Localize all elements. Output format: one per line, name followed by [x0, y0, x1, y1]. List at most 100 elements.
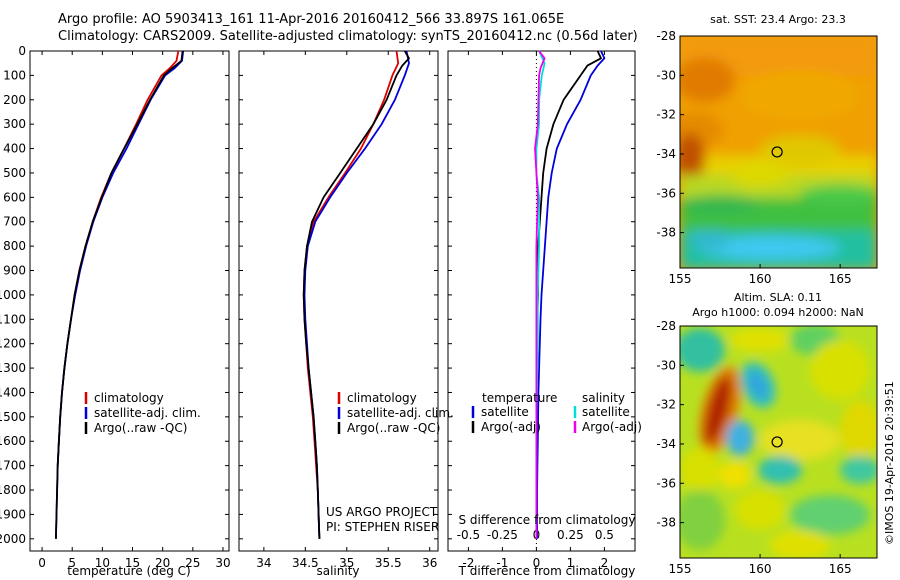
sla-map-subtitle: Argo h1000: 0.094 h2000: NaN: [692, 306, 864, 319]
sst-map-axes: 155 160 165 -28 -30 -32 -34 -36 -38: [656, 29, 851, 286]
x-tick-label: 1: [567, 556, 575, 570]
s-tick-label: -0.5: [457, 528, 480, 542]
sla-map-title: Altim. SLA: 0.11: [734, 291, 822, 304]
depth-tick-label: 2000: [0, 532, 26, 546]
map-y-tick-label: -36: [656, 476, 676, 490]
x-tick-label: 35.5: [375, 556, 402, 570]
depth-tick-label: 1200: [0, 337, 26, 351]
sst-map: [680, 36, 877, 268]
t-difference-axis-label: T difference from climatology: [458, 564, 636, 578]
legend-argo: Argo(..raw -QC): [94, 421, 187, 435]
x-tick-label: 2: [601, 556, 609, 570]
map-y-tick-label: -30: [656, 68, 676, 82]
argo-location-marker: [771, 436, 783, 448]
salinity-legend: climatology satellite-adj. clim. Argo(..…: [326, 391, 454, 534]
x-tick-label: 0: [38, 556, 46, 570]
legend-satellite-adj: satellite-adj. clim.: [94, 406, 201, 420]
x-tick-label: 35: [339, 556, 354, 570]
series-line-climatology: [302, 50, 400, 539]
map-y-tick-label: -38: [656, 516, 676, 530]
series-line-argo-raw-qc: [55, 50, 184, 539]
salinity-axis-label: salinity: [316, 564, 359, 578]
series-line-argo-raw-qc: [302, 50, 410, 539]
map-x-tick-label: 165: [829, 272, 852, 286]
x-tick-label: 30: [215, 556, 230, 570]
x-tick-label: 15: [125, 556, 140, 570]
legend-satellite-adj: satellite-adj. clim.: [347, 406, 454, 420]
depth-tick-label: 0: [18, 44, 26, 58]
map-y-tick-label: -38: [656, 226, 676, 240]
depth-axis-labels: 0 100 200 300 400 500 600 700 800 900 1000 1100 1200…: [0, 44, 26, 546]
depth-tick-label: 1300: [0, 361, 26, 375]
map-y-tick-label: -28: [656, 319, 676, 333]
difference-legend: temperature salinity satellite Argo(-adj…: [471, 391, 642, 434]
depth-tick-label: 900: [3, 264, 26, 278]
argo-location-marker: [771, 146, 783, 158]
x-tick-label: 20: [155, 556, 170, 570]
x-tick-label: -1: [496, 556, 508, 570]
salinity-panel-frame: [238, 50, 439, 552]
s-difference-axis-label: S difference from climatology: [459, 513, 636, 527]
sla-map-axes: 155 160 165 -28 -30 -32 -34 -36 -38: [656, 319, 851, 576]
x-tick-label: -2: [462, 556, 474, 570]
legend-s-satellite: satellite: [582, 405, 630, 419]
temperature-axis-label: temperature (deg C): [67, 564, 190, 578]
temperature-panel-frame: [29, 50, 230, 552]
depth-tick-label: 1600: [0, 434, 26, 448]
map-y-tick-label: -34: [656, 147, 676, 161]
watermark-text: ©IMOS 19-Apr-2016 20:39:51: [883, 381, 896, 545]
depth-tick-label: 1500: [0, 410, 26, 424]
s-tick-label: 0.5: [595, 528, 614, 542]
map-x-tick-label: 165: [829, 562, 852, 576]
series-line-satellite: [536, 50, 606, 539]
pi-text: PI: STEPHEN RISER: [326, 520, 439, 534]
map-x-tick-label: 155: [669, 272, 692, 286]
x-tick-label: 36: [422, 556, 437, 570]
sla-map: [680, 326, 877, 558]
map-y-tick-label: -32: [656, 108, 676, 122]
map-y-tick-label: -28: [656, 29, 676, 43]
depth-tick-label: 1800: [0, 483, 26, 497]
map-y-tick-label: -36: [656, 186, 676, 200]
credit-text: US ARGO PROJECT: [326, 505, 438, 519]
depth-tick-label: 1000: [0, 288, 26, 302]
temperature-legend: climatology satellite-adj. clim. Argo(..…: [84, 391, 201, 435]
depth-tick-label: 500: [3, 166, 26, 180]
header-line-2: Climatology: CARS2009. Satellite-adjuste…: [58, 29, 638, 44]
legend-t-satellite: satellite: [481, 405, 529, 419]
legend-t-argo: Argo(-adj): [481, 420, 541, 434]
depth-tick-label: 300: [3, 117, 26, 131]
x-tick-label: 10: [95, 556, 110, 570]
legend-climatology: climatology: [94, 391, 164, 405]
series-line-argo-adj: [534, 50, 546, 539]
s-tick-label: 0.25: [557, 528, 584, 542]
legend-salinity-title: salinity: [582, 391, 625, 405]
legend-s-argo: Argo(-adj): [582, 420, 642, 434]
header-line-1: Argo profile: AO 5903413_161 11-Apr-2016…: [58, 12, 565, 27]
depth-tick-label: 1700: [0, 459, 26, 473]
map-x-tick-label: 160: [749, 272, 772, 286]
map-x-tick-label: 155: [669, 562, 692, 576]
x-tick-label: 34.5: [292, 556, 319, 570]
difference-panel-frame: [447, 50, 636, 552]
depth-tick-label: 400: [3, 142, 26, 156]
temperature-panel: 0 5 10 15 20 25 30: [30, 50, 231, 570]
legend-argo: Argo(..raw -QC): [347, 421, 440, 435]
depth-tick-label: 100: [3, 68, 26, 82]
x-tick-label: 34: [256, 556, 271, 570]
series-line-satellite-adj-clim: [303, 50, 410, 539]
series-line-argo-adj: [535, 50, 602, 539]
sst-map-title: sat. SST: 23.4 Argo: 23.3: [710, 13, 846, 26]
s-tick-label: -0.25: [487, 528, 518, 542]
depth-tick-label: 200: [3, 93, 26, 107]
legend-temperature-title: temperature: [482, 391, 557, 405]
depth-tick-label: 800: [3, 239, 26, 253]
x-tick-label: 0: [533, 556, 541, 570]
depth-tick-label: 1900: [0, 507, 26, 521]
depth-tick-label: 1400: [0, 385, 26, 399]
depth-tick-label: 700: [3, 215, 26, 229]
x-tick-label: 5: [68, 556, 76, 570]
map-x-tick-label: 160: [749, 562, 772, 576]
